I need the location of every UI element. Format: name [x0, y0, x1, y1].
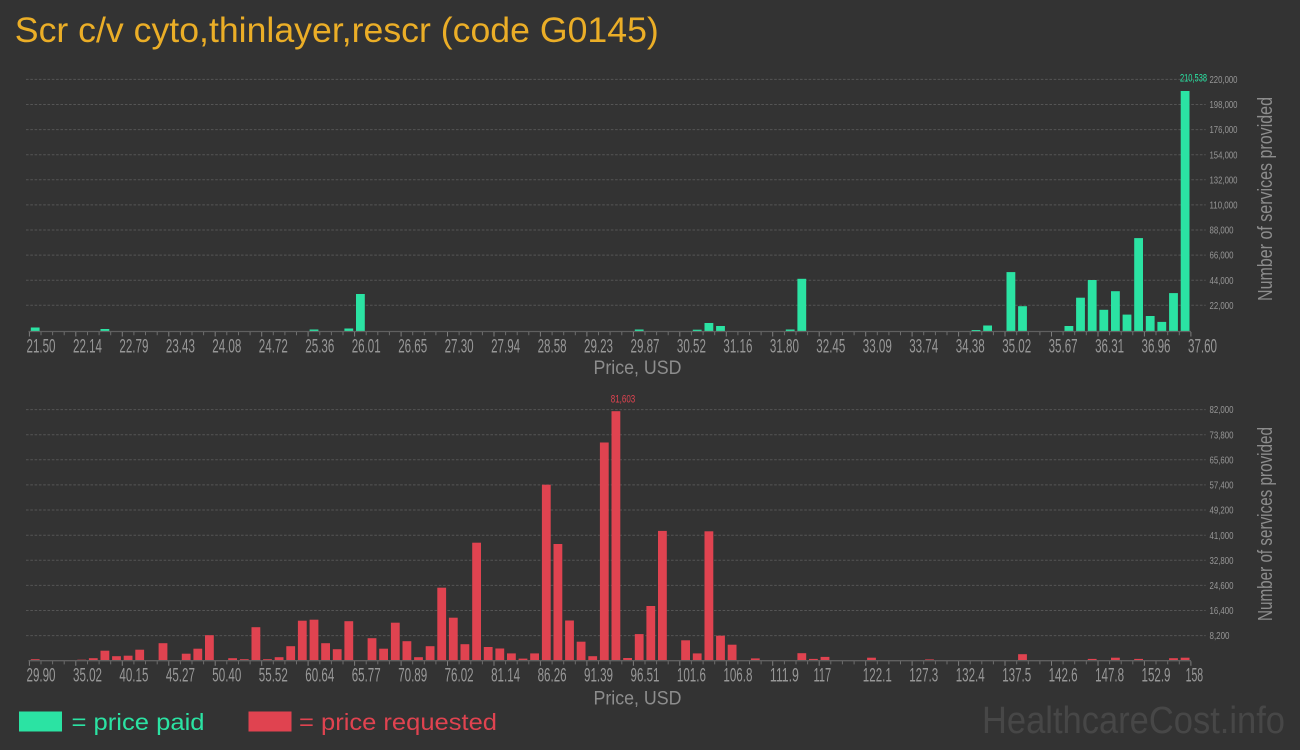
svg-text:101.6: 101.6	[677, 666, 706, 687]
svg-text:36.96: 36.96	[1142, 337, 1171, 358]
svg-text:86.26: 86.26	[538, 666, 567, 687]
svg-text:88,000: 88,000	[1210, 225, 1234, 237]
svg-text:25.36: 25.36	[305, 337, 334, 358]
svg-text:49,200: 49,200	[1210, 505, 1234, 517]
svg-text:24.08: 24.08	[212, 337, 241, 358]
svg-text:44,000: 44,000	[1210, 275, 1234, 287]
svg-text:27.94: 27.94	[491, 337, 520, 358]
svg-text:31.16: 31.16	[723, 337, 752, 358]
svg-text:29.87: 29.87	[631, 337, 660, 358]
svg-text:82,000: 82,000	[1210, 404, 1234, 416]
svg-text:198,000: 198,000	[1210, 99, 1238, 111]
svg-text:220,000: 220,000	[1210, 74, 1238, 86]
svg-text:132,000: 132,000	[1210, 174, 1238, 186]
svg-text:57,400: 57,400	[1210, 480, 1234, 492]
svg-text:66,000: 66,000	[1210, 250, 1234, 262]
svg-text:21.50: 21.50	[27, 337, 56, 358]
svg-text:41,000: 41,000	[1210, 530, 1234, 542]
svg-text:81.14: 81.14	[491, 666, 520, 687]
svg-text:35.02: 35.02	[1002, 337, 1031, 358]
svg-text:210,538: 210,538	[1180, 73, 1207, 85]
svg-text:33.09: 33.09	[863, 337, 892, 358]
svg-text:Price, USD: Price, USD	[594, 358, 682, 379]
svg-text:76.02: 76.02	[445, 666, 474, 687]
svg-text:16,400: 16,400	[1210, 605, 1234, 617]
svg-text:147.8: 147.8	[1095, 666, 1124, 687]
svg-text:= price requested: = price requested	[299, 709, 497, 735]
svg-text:Price, USD: Price, USD	[594, 689, 682, 710]
svg-text:65.77: 65.77	[352, 666, 381, 687]
svg-text:37.60: 37.60	[1188, 337, 1217, 358]
svg-text:117: 117	[814, 666, 832, 687]
svg-text:122.1: 122.1	[863, 666, 892, 687]
svg-text:55.52: 55.52	[259, 666, 288, 687]
svg-text:30.52: 30.52	[677, 337, 706, 358]
svg-text:45.27: 45.27	[166, 666, 195, 687]
svg-text:24.72: 24.72	[259, 337, 288, 358]
svg-text:137.5: 137.5	[1002, 666, 1031, 687]
svg-text:HealthcareCost.info: HealthcareCost.info	[982, 700, 1285, 742]
svg-text:158: 158	[1186, 666, 1204, 687]
svg-text:32,800: 32,800	[1210, 555, 1234, 567]
svg-text:26.65: 26.65	[398, 337, 427, 358]
svg-text:142.6: 142.6	[1049, 666, 1078, 687]
svg-text:33.74: 33.74	[909, 337, 938, 358]
svg-text:91.39: 91.39	[584, 666, 613, 687]
svg-text:Scr c/v cyto,thinlayer,rescr (: Scr c/v cyto,thinlayer,rescr (code G0145…	[15, 11, 659, 50]
svg-text:106.8: 106.8	[723, 666, 752, 687]
svg-text:32.45: 32.45	[816, 337, 845, 358]
svg-text:81,603: 81,603	[611, 393, 636, 405]
svg-text:34.38: 34.38	[956, 337, 985, 358]
svg-text:26.01: 26.01	[352, 337, 381, 358]
svg-text:110,000: 110,000	[1210, 200, 1238, 212]
svg-text:50.40: 50.40	[212, 666, 241, 687]
svg-text:127.3: 127.3	[909, 666, 938, 687]
svg-text:70.89: 70.89	[398, 666, 427, 687]
svg-text:111.9: 111.9	[770, 666, 799, 687]
svg-text:35.02: 35.02	[73, 666, 102, 687]
svg-text:22,000: 22,000	[1210, 300, 1234, 312]
svg-text:31.80: 31.80	[770, 337, 799, 358]
svg-text:65,600: 65,600	[1210, 454, 1234, 466]
svg-text:28.58: 28.58	[538, 337, 567, 358]
svg-text:24,600: 24,600	[1210, 580, 1234, 592]
svg-text:132.4: 132.4	[956, 666, 985, 687]
svg-text:27.30: 27.30	[445, 337, 474, 358]
svg-text:73,800: 73,800	[1210, 429, 1234, 441]
svg-text:22.14: 22.14	[73, 337, 102, 358]
svg-text:22.79: 22.79	[119, 337, 148, 358]
svg-text:29.90: 29.90	[27, 666, 56, 687]
svg-text:35.67: 35.67	[1049, 337, 1078, 358]
svg-text:= price paid: = price paid	[72, 709, 205, 735]
svg-text:Number of services provided: Number of services provided	[1255, 97, 1277, 301]
svg-text:176,000: 176,000	[1210, 124, 1238, 136]
svg-text:96.51: 96.51	[631, 666, 660, 687]
svg-text:60.64: 60.64	[305, 666, 334, 687]
svg-text:29.23: 29.23	[584, 337, 613, 358]
svg-text:36.31: 36.31	[1095, 337, 1124, 358]
svg-text:154,000: 154,000	[1210, 149, 1238, 161]
svg-text:23.43: 23.43	[166, 337, 195, 358]
svg-text:8,200: 8,200	[1210, 630, 1230, 642]
svg-text:Number of services provided: Number of services provided	[1255, 427, 1277, 621]
svg-text:152.9: 152.9	[1142, 666, 1171, 687]
svg-text:40.15: 40.15	[119, 666, 148, 687]
